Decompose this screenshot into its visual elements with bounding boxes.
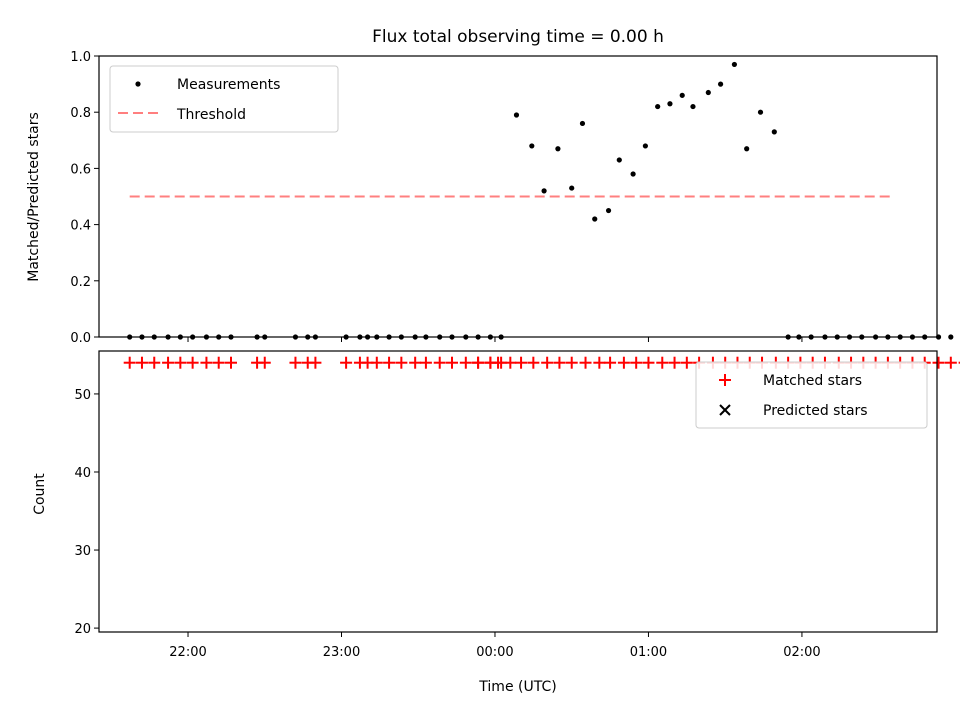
measurement-point bbox=[529, 143, 535, 149]
measurement-point bbox=[655, 103, 661, 110]
measurement-point bbox=[705, 89, 711, 96]
measurement-point bbox=[744, 146, 750, 152]
bottom-ytick-label: 50 bbox=[74, 388, 91, 403]
measurement-point bbox=[592, 216, 598, 222]
matched-star-point bbox=[541, 356, 554, 369]
top-ytick-label: 0.2 bbox=[70, 275, 91, 290]
legend-label-matched: Matched stars bbox=[763, 373, 862, 389]
matched-star-point bbox=[289, 356, 302, 369]
bottom-legend: Matched stars Predicted stars bbox=[695, 361, 928, 429]
x-axis-label: Time (UTC) bbox=[478, 679, 556, 695]
measurement-point bbox=[616, 157, 622, 163]
matched-star-point bbox=[565, 356, 578, 369]
matched-star-point bbox=[642, 356, 655, 369]
matched-star-point bbox=[383, 356, 396, 369]
bottom-y-axis-label: Count bbox=[32, 473, 48, 515]
measurement-point bbox=[667, 101, 673, 107]
measurement-point bbox=[757, 109, 764, 115]
top-axes: 0.0 0.2 0.4 0.6 0.8 1.0 Matched/Predicted sta… bbox=[26, 50, 954, 346]
measurement-point bbox=[642, 143, 648, 149]
bottom-plot-frame bbox=[98, 350, 938, 633]
matched-star-point bbox=[212, 356, 225, 369]
matched-star-point bbox=[680, 356, 693, 369]
matched-star-point bbox=[186, 356, 199, 369]
legend-marker-matched bbox=[719, 374, 731, 386]
legend-label-predicted: Predicted stars bbox=[763, 403, 868, 419]
measurement-point bbox=[731, 61, 738, 68]
bottom-ytick-label: 20 bbox=[74, 622, 91, 637]
measurement-point bbox=[948, 334, 954, 340]
measurement-point bbox=[630, 171, 636, 177]
xtick-label: 02:00 bbox=[783, 645, 820, 660]
matched-star-point bbox=[604, 356, 617, 369]
matched-star-point bbox=[370, 356, 383, 369]
matched-star-point bbox=[944, 356, 957, 369]
matched-star-point bbox=[617, 356, 630, 369]
matched-star-point bbox=[593, 356, 606, 369]
matched-star-point bbox=[553, 356, 566, 369]
chart-title: Flux total observing time = 0.00 h bbox=[372, 27, 664, 47]
top-ytick-label: 0.6 bbox=[70, 162, 91, 177]
matched-star-point bbox=[409, 356, 422, 369]
xtick-label: 22:00 bbox=[169, 645, 206, 660]
matched-star-point bbox=[174, 356, 187, 369]
measurement-point bbox=[513, 112, 520, 118]
bottom-legend-box bbox=[695, 361, 928, 429]
bottom-ytick-label: 40 bbox=[74, 466, 91, 481]
matched-star-point bbox=[135, 356, 148, 369]
top-y-axis-label: Matched/Predicted stars bbox=[26, 112, 42, 282]
matched-star-point bbox=[309, 356, 322, 369]
top-legend: Measurements Threshold bbox=[109, 65, 339, 133]
matched-star-point bbox=[446, 356, 459, 369]
measurement-point bbox=[690, 103, 696, 110]
xtick-label: 00:00 bbox=[476, 645, 513, 660]
top-plot-frame bbox=[98, 55, 938, 338]
matched-star-point bbox=[492, 356, 505, 369]
bottom-ytick-label: 30 bbox=[74, 544, 91, 559]
xtick-label: 23:00 bbox=[323, 645, 360, 660]
matched-star-point bbox=[504, 356, 517, 369]
legend-marker-predicted bbox=[719, 404, 731, 416]
matched-star-point bbox=[433, 356, 446, 369]
measurement-point bbox=[555, 146, 561, 152]
legend-label-measurements: Measurements bbox=[177, 77, 280, 93]
matched-star-point bbox=[395, 356, 408, 369]
matched-star-point bbox=[258, 356, 271, 369]
measurement-point bbox=[541, 188, 547, 194]
measurement-point bbox=[717, 81, 724, 87]
top-ytick-label: 0.8 bbox=[70, 106, 91, 121]
top-legend-box bbox=[109, 65, 339, 133]
legend-label-threshold: Threshold bbox=[176, 107, 246, 123]
matched-star-point bbox=[459, 356, 472, 369]
measurement-point bbox=[605, 207, 612, 214]
matched-star-point bbox=[200, 356, 213, 369]
measurement-point bbox=[771, 129, 777, 135]
measurement-point bbox=[569, 185, 575, 191]
matched-star-point bbox=[515, 356, 528, 369]
top-ytick-label: 1.0 bbox=[70, 50, 91, 65]
matched-star-point bbox=[224, 356, 237, 369]
matched-star-point bbox=[123, 356, 136, 369]
matched-star-point bbox=[668, 356, 681, 369]
bottom-axes: 20 30 40 50 22:00 23:00 00:00 01:00 02:00 Count… bbox=[32, 350, 960, 695]
measurement-point bbox=[679, 92, 685, 98]
matched-star-point bbox=[527, 356, 540, 369]
matched-star-point bbox=[148, 356, 161, 369]
matched-star-point bbox=[630, 356, 643, 369]
matched-star-point bbox=[162, 356, 175, 369]
matched-star-point bbox=[472, 356, 485, 369]
matched-star-point bbox=[419, 356, 432, 369]
legend-marker-measurements bbox=[135, 81, 141, 87]
measurement-point bbox=[579, 120, 586, 127]
matched-star-point bbox=[932, 356, 945, 369]
top-ytick-label: 0.0 bbox=[70, 331, 91, 346]
matched-star-point bbox=[579, 356, 592, 369]
matched-star-point bbox=[656, 356, 669, 369]
matched-star-point bbox=[340, 356, 353, 369]
xtick-label: 01:00 bbox=[630, 645, 667, 660]
top-ytick-label: 0.4 bbox=[70, 219, 91, 234]
